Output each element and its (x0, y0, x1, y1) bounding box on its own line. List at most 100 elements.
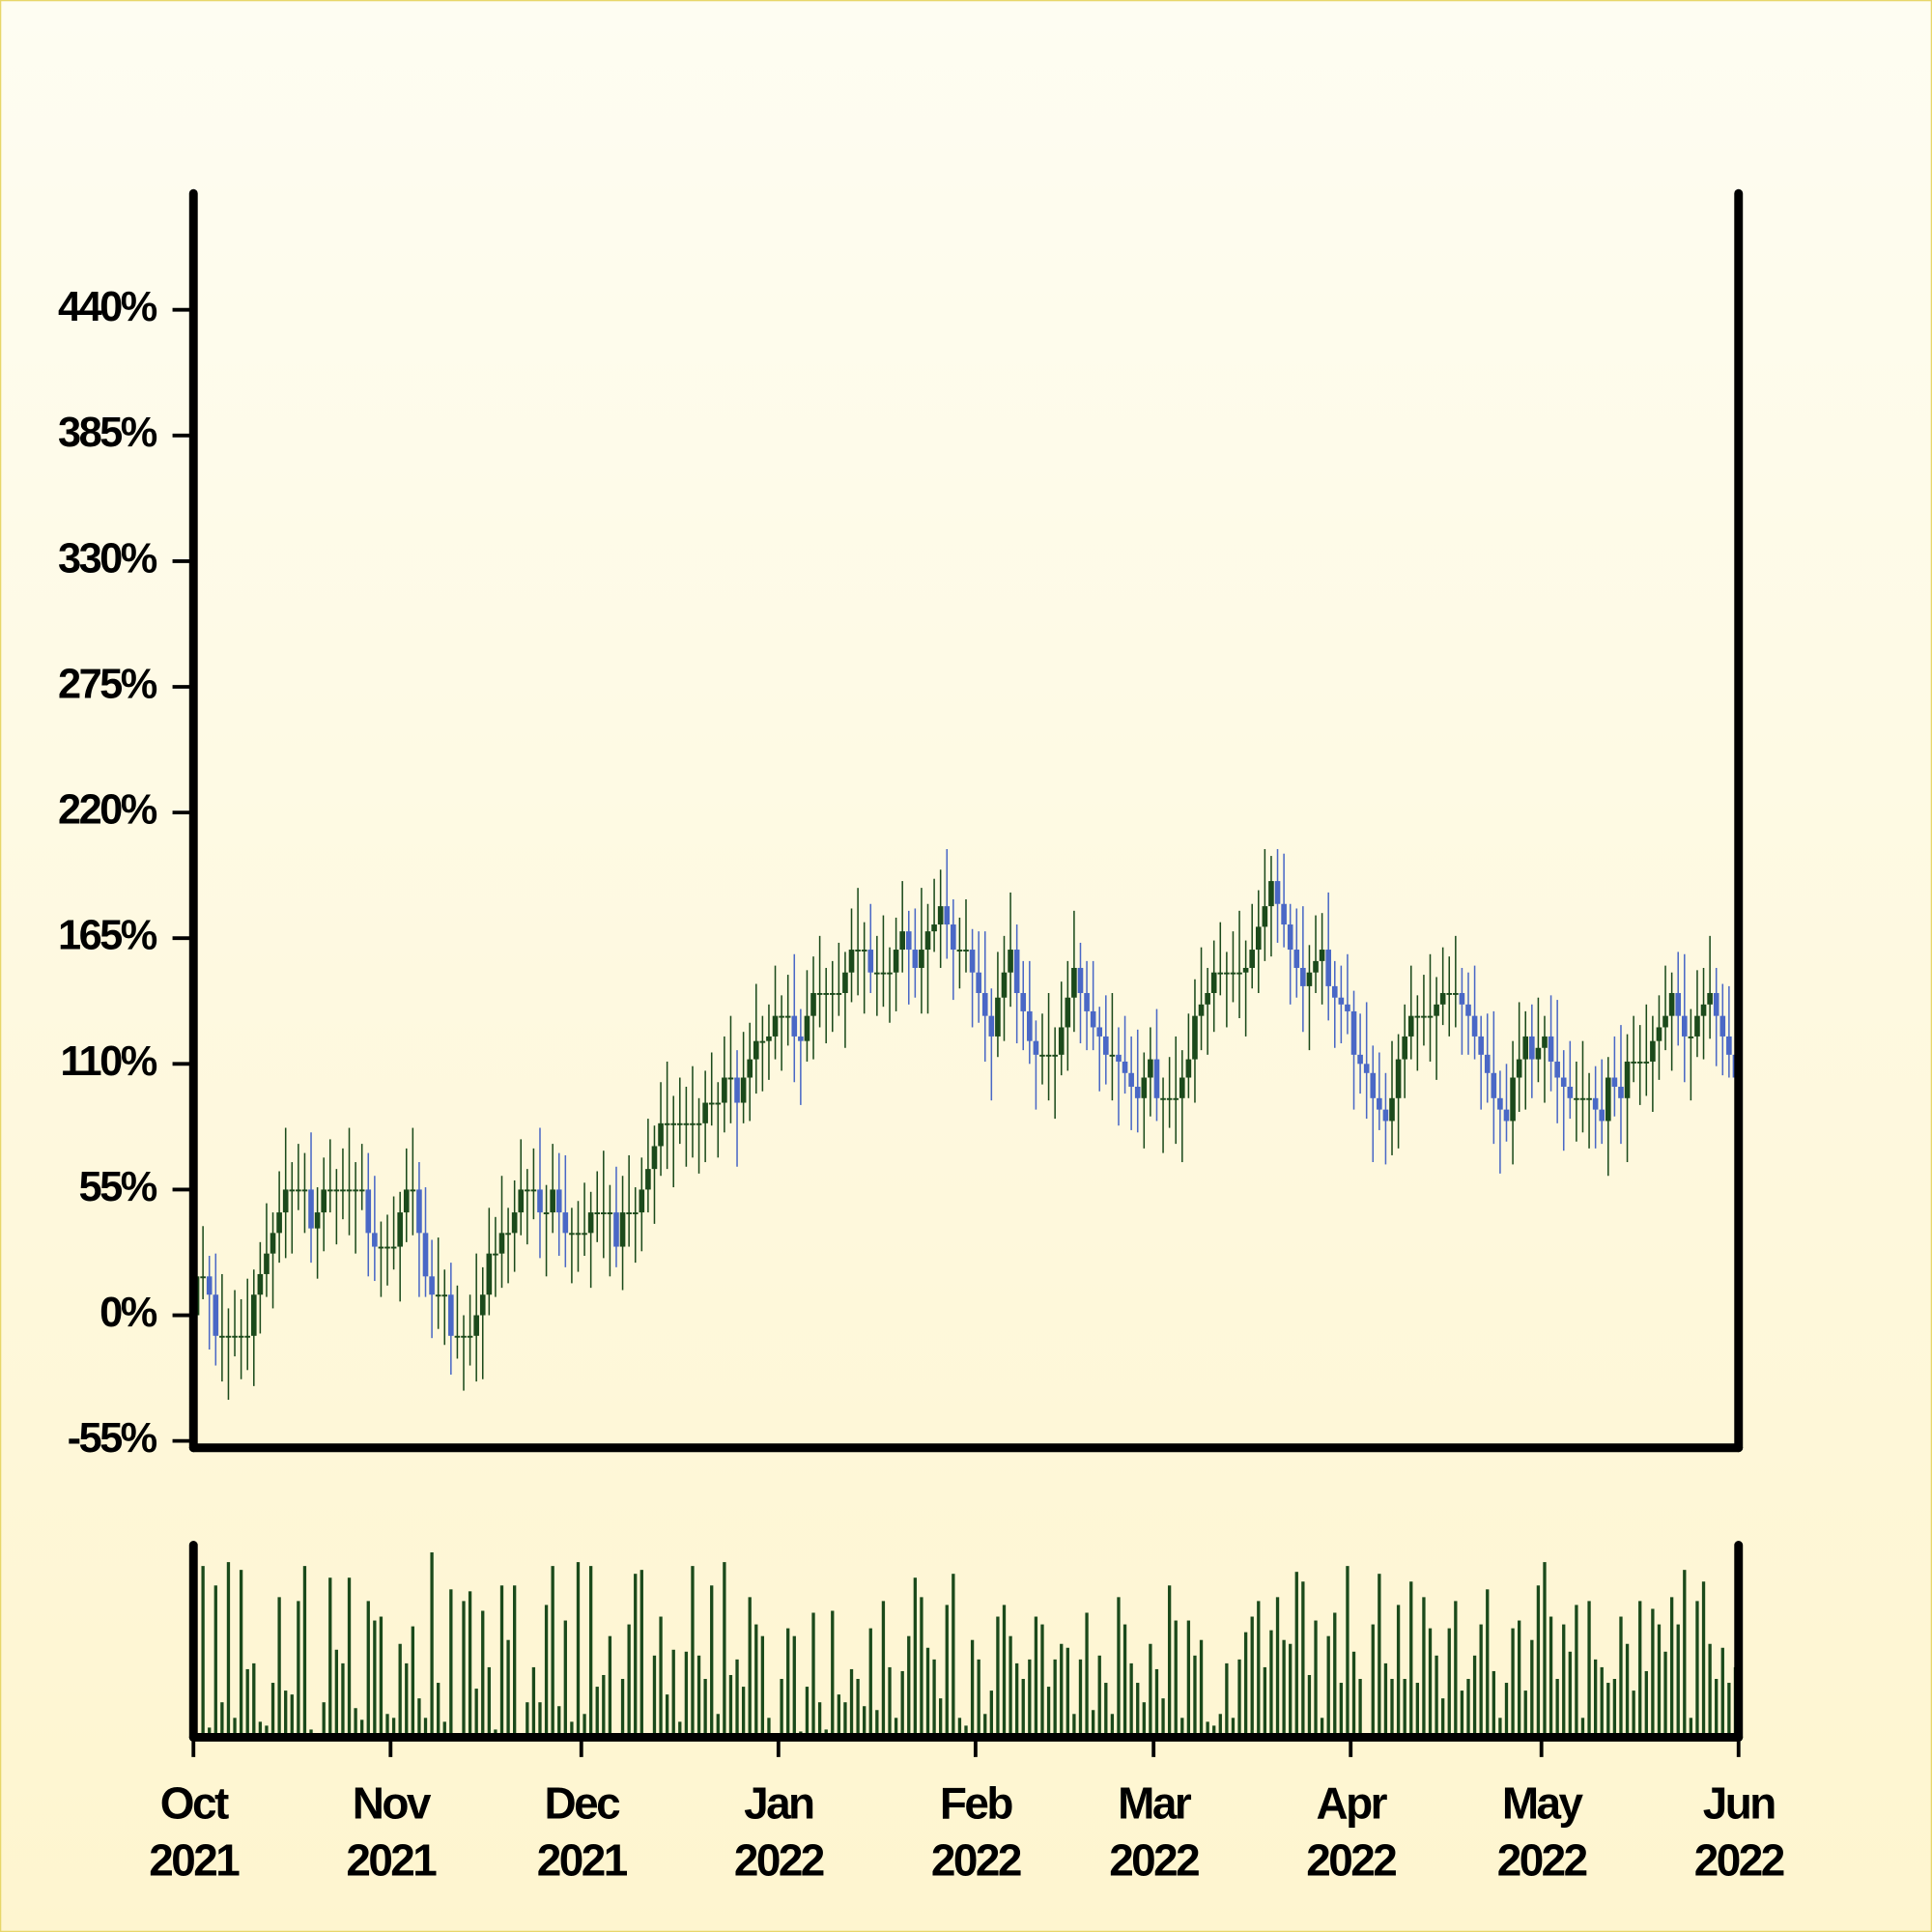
volume-bar (220, 1702, 224, 1738)
volume-bar (1720, 1647, 1724, 1738)
candle-body (1713, 992, 1719, 1016)
volume-bar (805, 1687, 810, 1738)
y-tick-label: -55% (68, 1415, 157, 1462)
volume-bar (423, 1718, 428, 1738)
candle-body (1293, 950, 1300, 968)
candle-body (384, 1246, 390, 1249)
candle-body (893, 950, 899, 973)
volume-bar (741, 1687, 746, 1738)
candle-body (1319, 950, 1325, 961)
volume-bar (265, 1725, 269, 1738)
candle-body (1421, 1015, 1427, 1018)
volume-bar (1625, 1643, 1630, 1738)
candle-body (562, 1212, 569, 1234)
volume-bar (849, 1668, 854, 1738)
candle-body (740, 1077, 747, 1103)
candle-body (784, 1015, 791, 1018)
volume-bar (1511, 1628, 1515, 1738)
candle-body (1084, 992, 1090, 1011)
candle-body (1497, 1097, 1503, 1110)
volume-bar (1193, 1655, 1197, 1738)
volume-bar (843, 1702, 847, 1738)
volume-bar (474, 1689, 478, 1738)
volume-bar (868, 1628, 872, 1738)
candle-body (397, 1212, 403, 1247)
volume-bar (1091, 1710, 1095, 1738)
volume-bar (811, 1612, 815, 1738)
volume-bar (1486, 1589, 1490, 1738)
candle-body (213, 1294, 219, 1336)
volume-bar (1441, 1698, 1445, 1738)
volume-bar (1715, 1679, 1719, 1738)
volume-bar (983, 1714, 987, 1738)
candle-body (715, 1102, 722, 1105)
volume-bar (481, 1610, 485, 1738)
volume-bar (1346, 1566, 1350, 1738)
candle-body (1122, 1061, 1128, 1073)
volume-bar (442, 1721, 446, 1738)
candle-body (1217, 972, 1224, 975)
volume-bar (391, 1718, 396, 1738)
candle-body (963, 950, 969, 952)
candle-body (1668, 992, 1675, 1016)
candle-body (1058, 1027, 1065, 1055)
volume-bar (277, 1597, 281, 1738)
volume-bar (531, 1666, 536, 1738)
volume-bar (233, 1718, 237, 1738)
candle-body (727, 1077, 734, 1080)
volume-bar (245, 1668, 249, 1738)
candle-body (855, 950, 861, 952)
volume-bar (989, 1690, 993, 1738)
x-tick-label: May 2022 (1497, 1778, 1587, 1886)
volume-bar (1263, 1666, 1267, 1738)
volume-bar (639, 1570, 643, 1738)
candle-body (1719, 1015, 1726, 1037)
candle-body (1586, 1097, 1592, 1100)
candle-body (1516, 1059, 1522, 1078)
volume-bar (582, 1714, 586, 1738)
candle-body (289, 1189, 296, 1192)
candle-body (810, 992, 816, 1016)
candle-body (1491, 1072, 1497, 1098)
volume-bar (1422, 1597, 1426, 1738)
candle-body (772, 1015, 779, 1037)
volume-bar (691, 1566, 695, 1738)
volume-bar (696, 1655, 701, 1738)
candle-body (238, 1335, 244, 1338)
volume-bar (608, 1635, 612, 1738)
volume-bar (1206, 1721, 1209, 1738)
volume-bar (1072, 1714, 1076, 1738)
candle-body (1255, 926, 1262, 951)
candle-body (1542, 1036, 1548, 1048)
volume-bar (1142, 1702, 1146, 1738)
y-tick-label: 330% (58, 535, 157, 582)
volume-bar (900, 1670, 904, 1738)
axes (188, 188, 1744, 1742)
volume-bar (760, 1635, 765, 1738)
volume-bar (1269, 1630, 1273, 1738)
volume-bar (1575, 1605, 1578, 1738)
volume-bar (1275, 1597, 1280, 1738)
volume-bar (1161, 1698, 1165, 1738)
candle-body (308, 1189, 314, 1229)
candle-body (1357, 1054, 1363, 1065)
candle-body (1694, 1015, 1700, 1037)
candle-body (1650, 1040, 1656, 1062)
candle-body (435, 1294, 441, 1297)
volume-bar (1320, 1718, 1324, 1738)
candle-body (798, 1036, 804, 1041)
volume-bar (1307, 1674, 1312, 1738)
volume-bar (411, 1626, 415, 1738)
volume-bar (1225, 1662, 1229, 1738)
volume-bar (964, 1725, 968, 1738)
candle-body (244, 1335, 251, 1338)
candle-body (270, 1233, 276, 1254)
candle-body (429, 1276, 435, 1295)
volume-bar (1060, 1643, 1064, 1738)
candle-body (1611, 1077, 1618, 1087)
volume-bar (856, 1679, 860, 1738)
volume-bar (710, 1585, 714, 1738)
volume-bar (1046, 1687, 1051, 1738)
volume-bar (1536, 1585, 1541, 1738)
candle-body (1643, 1061, 1650, 1064)
